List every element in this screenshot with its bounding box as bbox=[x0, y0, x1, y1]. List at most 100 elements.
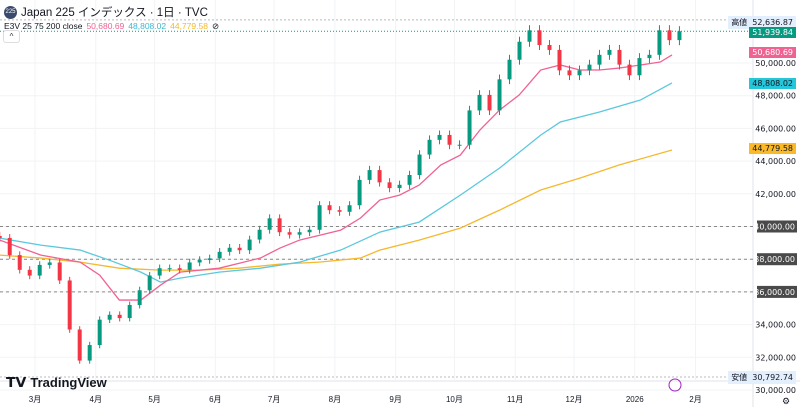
x-tick-label: 3月 bbox=[29, 395, 41, 404]
x-tick-label: 11月 bbox=[507, 395, 523, 404]
y-tick-label: 34,000.00 bbox=[755, 321, 796, 330]
candle bbox=[127, 304, 132, 319]
candle bbox=[7, 237, 12, 256]
candle bbox=[87, 345, 92, 361]
candle bbox=[67, 280, 72, 330]
alert-tag bbox=[757, 220, 797, 233]
candle bbox=[597, 54, 602, 65]
y-tick-label: 50,000.00 bbox=[755, 59, 796, 68]
candle bbox=[637, 58, 642, 76]
tradingview-logo[interactable]: 𝗧𝗩 TradingView bbox=[6, 374, 107, 390]
x-tick-label: 10月 bbox=[446, 395, 463, 404]
alert-tag-label: 38,000.00 bbox=[754, 255, 795, 264]
y-tick-label: 30,000.00 bbox=[755, 386, 796, 395]
low-tag: 安値 30,792.74 bbox=[728, 371, 796, 384]
ma25-tag: 50,680.69 bbox=[749, 47, 796, 58]
candle bbox=[387, 182, 392, 189]
candle bbox=[627, 64, 632, 76]
alert-tag-label: 36,000.00 bbox=[754, 288, 795, 297]
candle bbox=[157, 268, 162, 276]
y-tick-label: 46,000.00 bbox=[755, 124, 796, 133]
settings-icon: ⚙ bbox=[782, 396, 790, 406]
candle bbox=[0, 236, 2, 238]
high-label: 高値 bbox=[731, 18, 748, 27]
x-tick-label: 6月 bbox=[209, 395, 221, 404]
indicator-legend[interactable]: E3V 25 75 200 close 50,680.69 48,808.02 … bbox=[4, 21, 219, 32]
candle bbox=[57, 262, 62, 281]
x-tick-label: 9月 bbox=[389, 395, 401, 404]
candle bbox=[187, 262, 192, 270]
candle bbox=[207, 258, 212, 261]
candle bbox=[667, 30, 672, 41]
candle bbox=[17, 255, 22, 270]
candle bbox=[417, 154, 422, 175]
candle bbox=[407, 174, 412, 185]
alert-tag bbox=[757, 253, 797, 266]
candle bbox=[337, 210, 342, 212]
candle bbox=[427, 139, 432, 155]
ma-line-ma200 bbox=[0, 149, 673, 271]
candle bbox=[487, 94, 492, 111]
candle bbox=[217, 251, 222, 259]
candle bbox=[647, 54, 652, 59]
x-tick-label: 4月 bbox=[90, 395, 102, 404]
candle bbox=[117, 314, 122, 319]
x-tick-label: 12月 bbox=[566, 395, 583, 404]
candle bbox=[447, 134, 452, 145]
ma75-tag: 48,808.02 bbox=[749, 78, 796, 89]
indicator-label: E3V 25 75 200 close bbox=[4, 21, 83, 31]
candle bbox=[27, 269, 32, 276]
candle bbox=[507, 59, 512, 80]
candle bbox=[287, 232, 292, 235]
candle bbox=[247, 239, 252, 251]
candle bbox=[177, 268, 182, 270]
candle bbox=[657, 30, 662, 55]
x-tick-label: 8月 bbox=[329, 395, 341, 404]
chart-title[interactable]: Japan 225 インデックス · 1日 · TVC bbox=[21, 7, 208, 19]
x-tick-label: 2026 bbox=[626, 395, 644, 404]
candle bbox=[537, 30, 542, 46]
candle bbox=[267, 218, 272, 230]
event-icon bbox=[668, 378, 682, 392]
candle bbox=[587, 64, 592, 71]
candle bbox=[237, 247, 242, 251]
candle bbox=[37, 264, 42, 276]
candle bbox=[257, 229, 262, 240]
x-tick-label: 2月 bbox=[689, 395, 701, 404]
x-tick-label: 7月 bbox=[268, 395, 280, 404]
candle bbox=[167, 268, 172, 270]
candle bbox=[47, 262, 52, 265]
candle bbox=[557, 49, 562, 71]
collapse-legend-button[interactable]: ^ bbox=[3, 30, 20, 43]
ma-line-ma75 bbox=[0, 82, 673, 283]
x-tick-label: 5月 bbox=[148, 395, 160, 404]
candle bbox=[467, 110, 472, 145]
candle bbox=[357, 179, 362, 206]
candle bbox=[547, 45, 552, 50]
hide-indicator-icon[interactable]: ⊘ bbox=[211, 21, 220, 31]
high-tag: 高値 52,636.87 bbox=[728, 16, 796, 29]
y-tick-label: 32,000.00 bbox=[755, 353, 796, 362]
y-tick-label: 42,000.00 bbox=[755, 190, 796, 199]
ma75-value: 48,808.02 bbox=[128, 21, 167, 31]
candle bbox=[77, 329, 82, 361]
candle bbox=[197, 260, 202, 263]
candle bbox=[137, 290, 142, 305]
low-label: 安値 bbox=[731, 373, 748, 382]
candle bbox=[97, 319, 102, 346]
alert-tag-label: 40,000.00 bbox=[754, 223, 795, 232]
candle bbox=[327, 205, 332, 211]
candle bbox=[347, 205, 352, 212]
candle bbox=[147, 275, 152, 291]
y-tick-label: 44,000.00 bbox=[755, 157, 796, 166]
logo-text: TradingView bbox=[30, 375, 107, 390]
ma25-value: 50,680.69 bbox=[86, 21, 125, 31]
candle bbox=[527, 30, 532, 42]
candle bbox=[107, 314, 112, 320]
ma200-value: 44,779.58 bbox=[170, 21, 208, 31]
alert-tag bbox=[757, 285, 797, 298]
candle bbox=[367, 170, 372, 180]
candle bbox=[317, 205, 322, 230]
candle bbox=[497, 79, 502, 111]
